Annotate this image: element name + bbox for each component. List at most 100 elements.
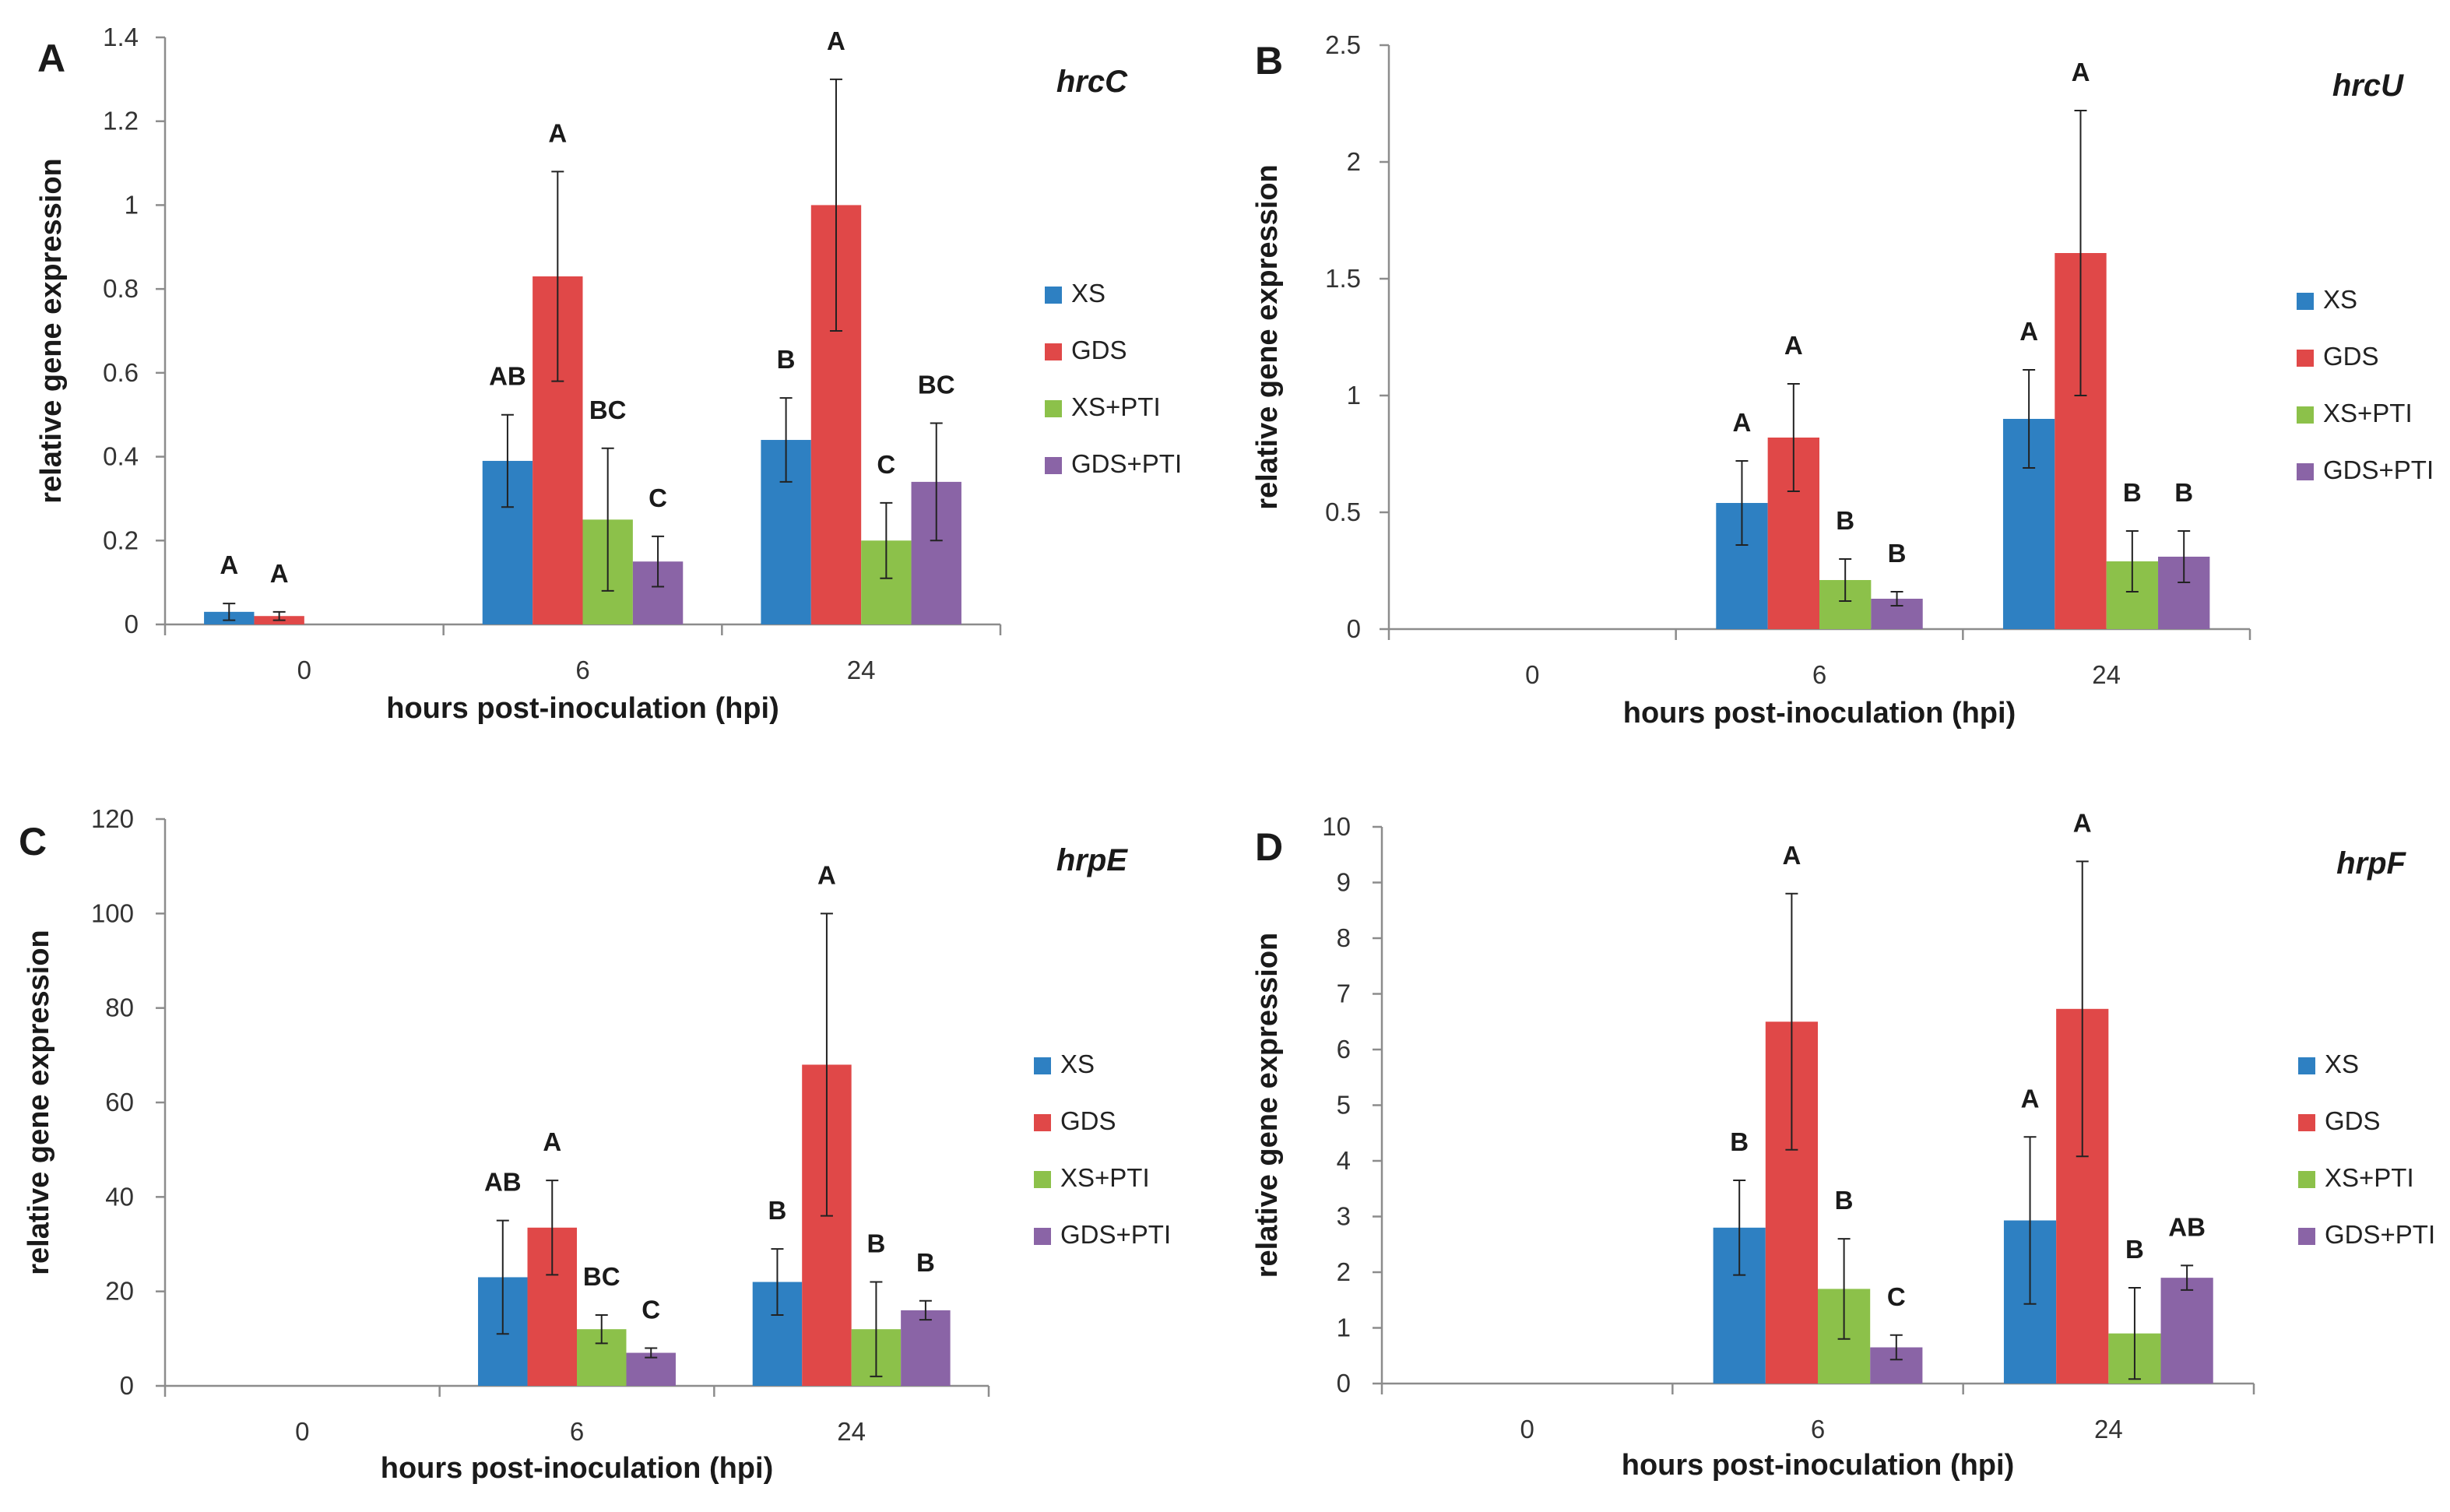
significance-letter: BC: [583, 1262, 620, 1291]
significance-letter: C: [1887, 1282, 1906, 1311]
legend-label: GDS+PTI: [2325, 1220, 2435, 1249]
legend-label: XS: [1071, 279, 1105, 308]
legend-swatch: [2297, 293, 2314, 310]
significance-letter: B: [1835, 1186, 1854, 1215]
x-tick-label: 0: [297, 656, 311, 684]
x-tick-label: 0: [295, 1417, 309, 1446]
y-tick-label: 0.8: [103, 274, 139, 303]
panel-letter: A: [37, 37, 65, 80]
y-tick-label: 1.5: [1325, 264, 1361, 293]
significance-letter: B: [1836, 506, 1854, 535]
x-tick-label: 6: [1811, 1415, 1825, 1443]
y-tick-label: 40: [105, 1182, 134, 1211]
significance-letter: B: [1730, 1127, 1749, 1156]
bar-gds-plus-pti: [626, 1352, 676, 1386]
legend-swatch: [2298, 1171, 2315, 1188]
significance-letter: A: [220, 550, 238, 579]
significance-letter: AB: [484, 1168, 522, 1197]
significance-letter: B: [916, 1248, 935, 1277]
significance-letter: A: [1782, 841, 1801, 870]
legend-label: XS+PTI: [1071, 392, 1161, 421]
gene-label: hrcC: [1056, 65, 1128, 99]
x-tick-label: 24: [2092, 660, 2121, 689]
significance-letter: B: [866, 1229, 885, 1258]
legend-swatch: [1045, 287, 1062, 304]
gene-label: hrpE: [1056, 843, 1128, 877]
legend-label: XS: [1060, 1050, 1095, 1078]
x-tick-label: 6: [570, 1417, 584, 1446]
significance-letter: B: [2125, 1235, 2144, 1264]
significance-letter: A: [270, 559, 289, 588]
legend-swatch: [1034, 1228, 1051, 1245]
legend-swatch: [1045, 457, 1062, 474]
panel-letter: B: [1255, 39, 1283, 83]
x-tick-label: 24: [2094, 1415, 2123, 1443]
legend-label: XS: [2325, 1050, 2359, 1078]
panel-letter: C: [19, 820, 47, 863]
legend-label: GDS: [1071, 336, 1127, 364]
legend-swatch: [1034, 1171, 1051, 1188]
x-tick-label: 6: [1812, 660, 1826, 689]
y-tick-label: 8: [1337, 923, 1351, 952]
significance-letter: A: [2073, 808, 2092, 837]
y-tick-label: 0.6: [103, 358, 139, 387]
significance-letter: A: [1784, 331, 1803, 360]
y-tick-label: 10: [1322, 812, 1351, 841]
significance-letter: AB: [2168, 1212, 2206, 1241]
significance-letter: A: [2072, 58, 2090, 86]
bar-gds-plus-pti: [2160, 1278, 2213, 1384]
x-tick-label: 6: [575, 656, 589, 684]
y-axis-title: relative gene expression: [23, 930, 55, 1275]
x-tick-label: 24: [837, 1417, 866, 1446]
significance-letter: C: [877, 450, 895, 479]
significance-letter: C: [649, 483, 667, 512]
legend-swatch: [2298, 1057, 2315, 1074]
significance-letter: BC: [918, 370, 955, 399]
y-tick-label: 1: [1347, 381, 1361, 410]
gene-label: hrcU: [2332, 69, 2404, 103]
x-axis-title: hours post-inoculation (hpi): [1623, 697, 2016, 730]
legend-swatch: [2297, 463, 2314, 480]
legend-label: GDS+PTI: [1060, 1220, 1171, 1249]
legend-label: GDS: [1060, 1106, 1116, 1135]
y-tick-label: 20: [105, 1277, 134, 1306]
legend-swatch: [1045, 400, 1062, 417]
significance-letter: A: [1733, 408, 1752, 437]
significance-letter: A: [543, 1127, 561, 1156]
y-tick-label: 0: [120, 1371, 134, 1400]
y-tick-label: 1.4: [103, 23, 139, 51]
significance-letter: A: [2021, 1084, 2040, 1113]
y-tick-label: 0: [1347, 614, 1361, 643]
y-tick-label: 3: [1337, 1202, 1351, 1231]
y-tick-label: 2: [1337, 1257, 1351, 1286]
y-tick-label: 2: [1347, 147, 1361, 176]
y-tick-label: 9: [1337, 868, 1351, 897]
x-axis-title: hours post-inoculation (hpi): [386, 692, 779, 725]
x-tick-label: 0: [1525, 660, 1539, 689]
significance-letter: C: [641, 1295, 660, 1324]
legend-label: GDS: [2323, 342, 2379, 371]
significance-letter: AB: [489, 362, 526, 391]
significance-letter: A: [827, 26, 845, 55]
y-tick-label: 60: [105, 1088, 134, 1116]
significance-letter: B: [2123, 478, 2142, 507]
legend-label: XS+PTI: [2325, 1163, 2414, 1192]
y-tick-label: 100: [91, 898, 134, 927]
significance-letter: B: [2174, 478, 2193, 507]
significance-letter: BC: [589, 396, 627, 424]
significance-letter: B: [768, 1196, 787, 1225]
y-axis-title: relative gene expression: [35, 158, 68, 504]
legend-label: XS+PTI: [2323, 399, 2413, 427]
legend-label: GDS+PTI: [2323, 455, 2434, 484]
legend-swatch: [2298, 1114, 2315, 1131]
x-axis-title: hours post-inoculation (hpi): [381, 1452, 773, 1485]
legend-label: XS: [2323, 285, 2357, 314]
legend-swatch: [1034, 1057, 1051, 1074]
y-tick-label: 6: [1337, 1035, 1351, 1064]
x-axis-title: hours post-inoculation (hpi): [1622, 1449, 2014, 1482]
y-tick-label: 0: [1337, 1369, 1351, 1398]
